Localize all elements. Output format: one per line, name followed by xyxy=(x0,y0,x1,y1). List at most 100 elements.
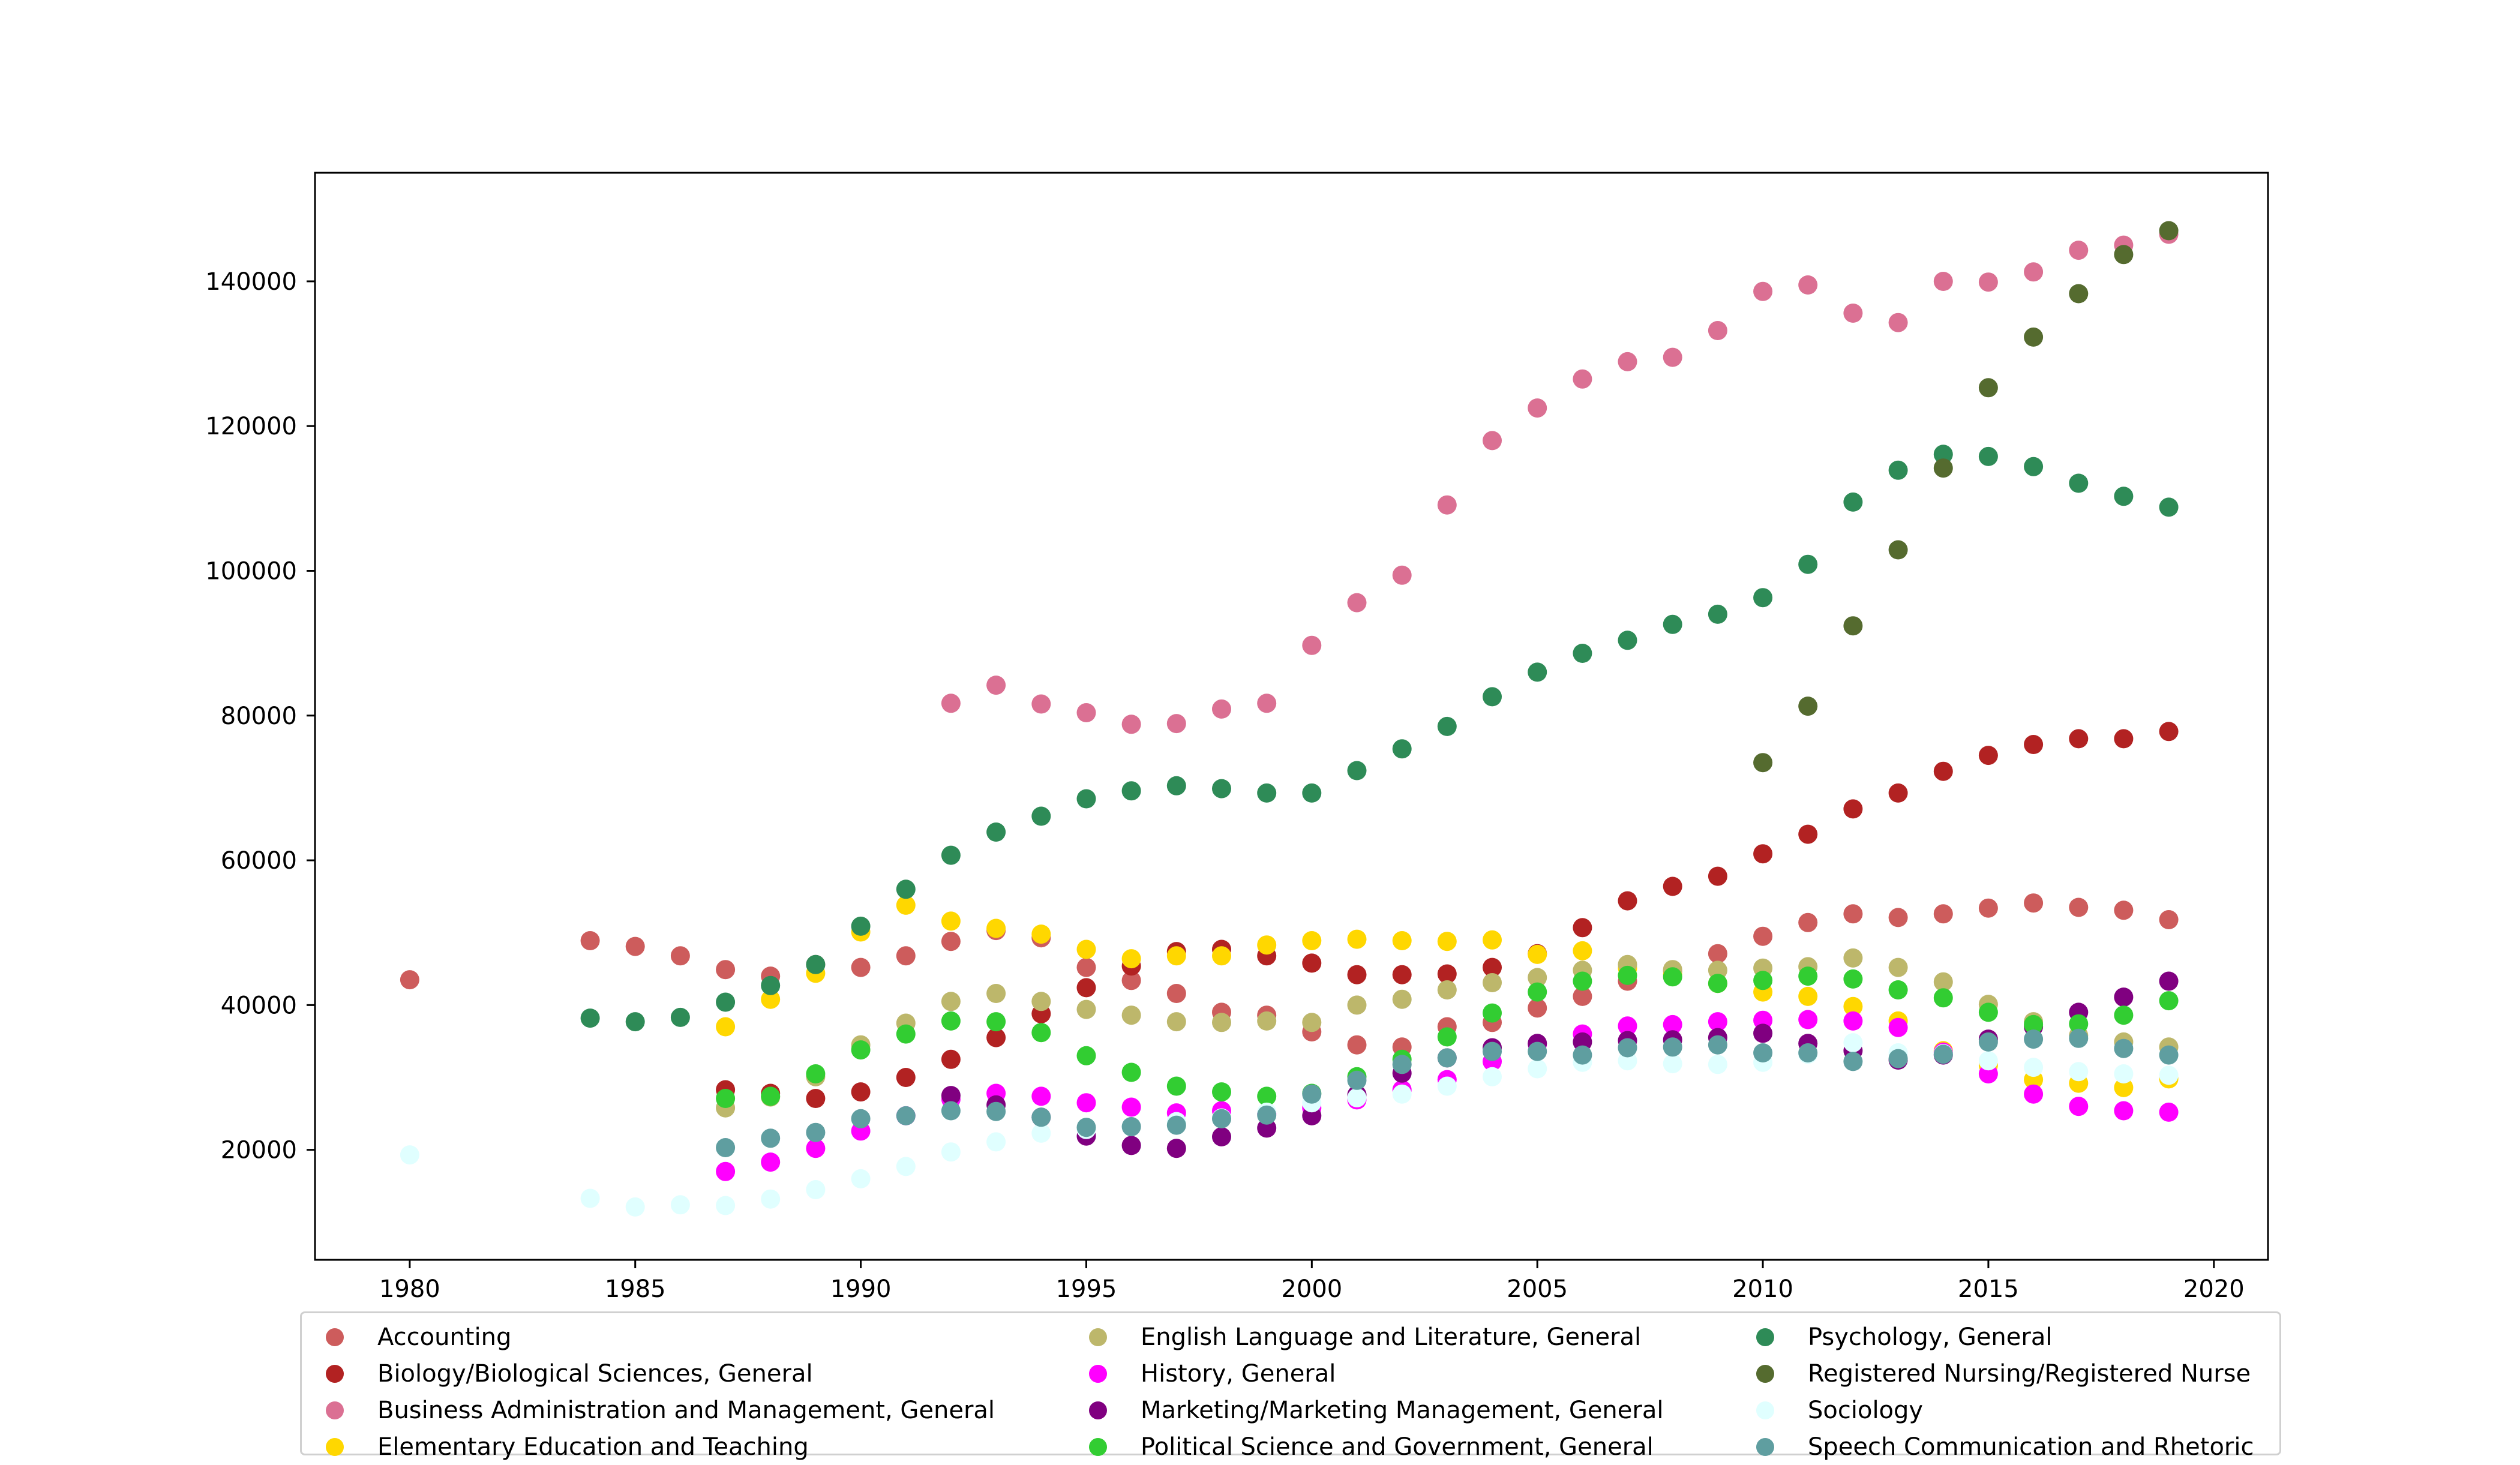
data-point xyxy=(1528,982,1547,1002)
data-point xyxy=(941,1086,961,1106)
data-point xyxy=(1978,1051,1998,1071)
data-point xyxy=(2159,221,2179,241)
legend-marker xyxy=(326,1438,344,1456)
data-point xyxy=(896,946,916,966)
data-point xyxy=(986,1012,1006,1032)
data-point xyxy=(2159,1045,2179,1065)
data-point xyxy=(1843,969,1863,989)
data-point xyxy=(1257,1105,1277,1125)
data-point xyxy=(851,1040,871,1060)
data-point xyxy=(1798,1043,1818,1062)
data-point xyxy=(1663,1054,1682,1074)
data-point xyxy=(941,911,961,931)
data-point xyxy=(1076,939,1096,959)
data-point xyxy=(2069,1097,2089,1116)
data-point xyxy=(1076,1093,1096,1113)
data-point xyxy=(1121,949,1141,969)
data-point xyxy=(941,694,961,713)
legend-label: Accounting xyxy=(377,1323,512,1351)
data-point xyxy=(1212,1127,1231,1146)
data-point xyxy=(806,954,826,974)
data-point xyxy=(1076,1118,1096,1137)
data-point xyxy=(1618,1016,1637,1036)
data-point xyxy=(1483,1003,1502,1023)
data-point xyxy=(896,1106,916,1125)
data-point xyxy=(1437,932,1457,951)
data-point xyxy=(1302,931,1322,950)
data-point xyxy=(2159,1102,2179,1122)
data-point xyxy=(2024,327,2044,347)
data-point xyxy=(2069,897,2089,917)
data-point xyxy=(1708,944,1727,963)
data-point xyxy=(986,984,1006,1003)
data-point xyxy=(580,1188,600,1208)
data-point xyxy=(986,1132,1006,1152)
data-point xyxy=(1483,431,1502,451)
data-point xyxy=(896,879,916,899)
data-point xyxy=(806,1122,826,1142)
data-point xyxy=(1347,1035,1367,1055)
data-point xyxy=(1076,978,1096,998)
data-point xyxy=(2159,910,2179,929)
data-point xyxy=(1843,1033,1863,1053)
data-point xyxy=(1573,1045,1592,1065)
data-point xyxy=(1978,1032,1998,1052)
y-tick-label: 100000 xyxy=(205,558,297,586)
data-point xyxy=(1618,352,1637,371)
data-point xyxy=(761,1086,781,1106)
data-point xyxy=(1573,369,1592,389)
data-point xyxy=(1843,948,1863,968)
data-point xyxy=(1166,1012,1186,1032)
data-point xyxy=(2069,241,2089,260)
data-point xyxy=(716,992,736,1012)
data-point xyxy=(1392,931,1412,950)
data-point xyxy=(896,1068,916,1087)
data-point xyxy=(851,957,871,977)
data-point xyxy=(716,1138,736,1157)
data-point xyxy=(941,992,961,1011)
data-point xyxy=(1121,971,1141,990)
data-point xyxy=(1392,565,1412,585)
data-point xyxy=(1483,957,1502,977)
data-point xyxy=(1888,957,1908,977)
data-point xyxy=(941,1011,961,1031)
data-point xyxy=(1031,806,1051,826)
data-point xyxy=(1166,714,1186,734)
data-point xyxy=(2114,1101,2134,1121)
data-point xyxy=(761,1152,781,1172)
data-point xyxy=(1121,1062,1141,1082)
data-point xyxy=(1798,697,1818,716)
data-point xyxy=(1933,988,1953,1008)
data-point xyxy=(986,1101,1006,1121)
data-point xyxy=(1483,1067,1502,1086)
data-point xyxy=(1843,799,1863,819)
data-point xyxy=(1347,1070,1367,1090)
data-point xyxy=(1392,739,1412,759)
legend-label: Psychology, General xyxy=(1808,1323,2053,1351)
legend-marker xyxy=(1089,1365,1107,1383)
data-point xyxy=(1528,944,1547,964)
data-point xyxy=(2114,1077,2134,1097)
data-point xyxy=(1888,313,1908,332)
data-point xyxy=(2114,1038,2134,1058)
data-point xyxy=(1257,935,1277,955)
data-point xyxy=(1933,761,1953,781)
data-point xyxy=(1573,644,1592,663)
y-tick-label: 20000 xyxy=(221,1137,297,1164)
data-point xyxy=(1708,1012,1727,1032)
data-point xyxy=(1392,1055,1412,1074)
data-point xyxy=(1347,929,1367,949)
data-point xyxy=(1933,904,1953,924)
data-point xyxy=(1663,1014,1682,1034)
data-point xyxy=(2024,1058,2044,1077)
data-point xyxy=(1212,1109,1231,1128)
data-point xyxy=(2069,1014,2089,1034)
data-point xyxy=(1528,1041,1547,1061)
data-point xyxy=(1843,304,1863,323)
data-point xyxy=(1031,694,1051,714)
data-point xyxy=(1302,635,1322,655)
data-point xyxy=(1392,989,1412,1009)
data-point xyxy=(2024,893,2044,913)
data-point xyxy=(1573,971,1592,991)
